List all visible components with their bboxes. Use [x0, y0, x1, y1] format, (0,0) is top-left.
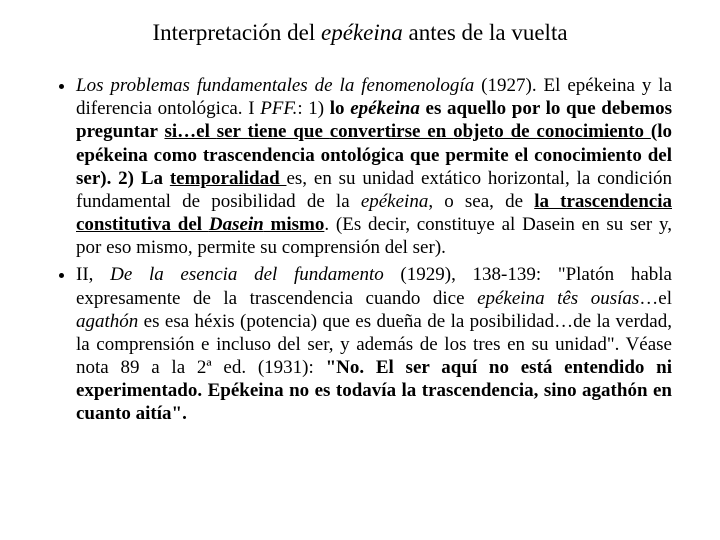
b1-epekeina: epékeina [350, 98, 420, 119]
b1-ser: ser [217, 121, 248, 142]
b1-lo: lo [330, 98, 350, 119]
b1-siel: si…el [164, 121, 216, 142]
slide-title: Interpretación del epékeina antes de la … [48, 20, 672, 46]
bullet-2: II, De la esencia del fundamento (1929),… [76, 263, 672, 425]
b2-agathon: agathón [76, 311, 138, 332]
b2-elag: …el [639, 288, 672, 309]
title-term: epékeina [321, 20, 403, 45]
bullet-list: Los problemas fundamentales de la fenome… [48, 74, 672, 426]
b1-temporalidad: temporalidad [170, 168, 287, 189]
b2-work2: De la esencia del fundamento [110, 264, 400, 285]
b2-eptes: epékeina tês ousías [477, 288, 639, 309]
b2-year2: (1929) [400, 264, 451, 285]
b1-convertirse: convertirse en [330, 121, 453, 142]
b1-dasein: Dasein [209, 214, 264, 235]
b1-epekeina2: epékeina [361, 191, 429, 212]
slide: Interpretación del epékeina antes de la … [0, 0, 720, 540]
b1-objeto: objeto de [453, 121, 536, 142]
title-pre: Interpretación del [152, 20, 321, 45]
b1-osea: , o sea, de [428, 191, 534, 212]
b1-work: Los problemas fundamentales de la fenome… [76, 75, 474, 96]
b1-pff: PFF. [260, 98, 297, 119]
bullet-1: Los problemas fundamentales de la fenome… [76, 74, 672, 259]
b1-conocimiento: conocimiento [536, 121, 650, 142]
b1-mismo: mismo [264, 214, 325, 235]
b1-colon1: : 1) [297, 98, 329, 119]
b2-ii: II, [76, 264, 110, 285]
b1-tieneque: tiene que [247, 121, 329, 142]
title-post: antes de la vuelta [403, 20, 568, 45]
